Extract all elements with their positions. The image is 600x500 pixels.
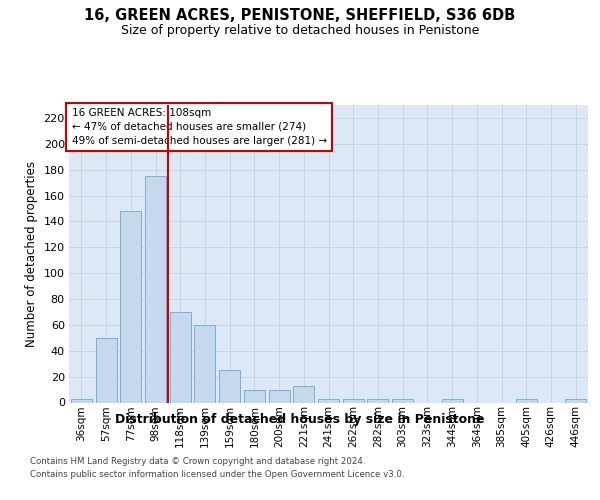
Text: 16, GREEN ACRES, PENISTONE, SHEFFIELD, S36 6DB: 16, GREEN ACRES, PENISTONE, SHEFFIELD, S… bbox=[85, 8, 515, 22]
Bar bbox=[219, 370, 240, 402]
Bar bbox=[367, 398, 388, 402]
Bar bbox=[269, 390, 290, 402]
Text: Contains HM Land Registry data © Crown copyright and database right 2024.: Contains HM Land Registry data © Crown c… bbox=[30, 458, 365, 466]
Bar bbox=[71, 398, 92, 402]
Text: 16 GREEN ACRES: 108sqm
← 47% of detached houses are smaller (274)
49% of semi-de: 16 GREEN ACRES: 108sqm ← 47% of detached… bbox=[71, 108, 327, 146]
Y-axis label: Number of detached properties: Number of detached properties bbox=[25, 161, 38, 347]
Text: Distribution of detached houses by size in Penistone: Distribution of detached houses by size … bbox=[115, 412, 485, 426]
Bar bbox=[442, 398, 463, 402]
Bar bbox=[95, 338, 116, 402]
Bar bbox=[343, 398, 364, 402]
Text: Size of property relative to detached houses in Penistone: Size of property relative to detached ho… bbox=[121, 24, 479, 37]
Bar bbox=[244, 390, 265, 402]
Bar bbox=[120, 211, 141, 402]
Text: Contains public sector information licensed under the Open Government Licence v3: Contains public sector information licen… bbox=[30, 470, 404, 479]
Bar bbox=[516, 398, 537, 402]
Bar bbox=[145, 176, 166, 402]
Bar bbox=[318, 398, 339, 402]
Bar bbox=[392, 398, 413, 402]
Bar bbox=[170, 312, 191, 402]
Bar bbox=[293, 386, 314, 402]
Bar bbox=[565, 398, 586, 402]
Bar bbox=[194, 325, 215, 402]
